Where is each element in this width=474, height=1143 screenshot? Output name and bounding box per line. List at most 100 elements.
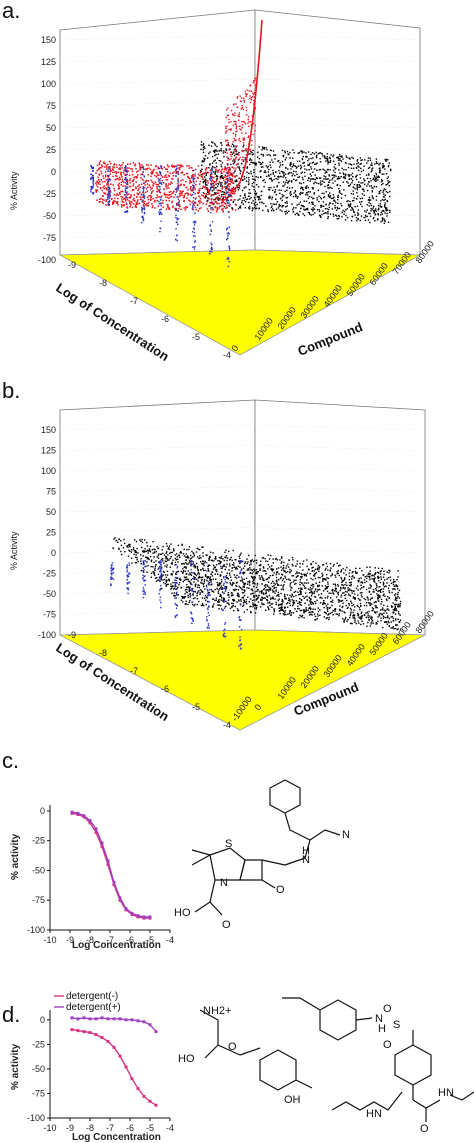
scatter-point bbox=[243, 138, 246, 140]
scatter-point bbox=[327, 187, 329, 189]
scatter-point bbox=[216, 198, 219, 201]
scatter-point bbox=[334, 589, 337, 591]
scatter-point bbox=[347, 182, 349, 184]
scatter-point bbox=[370, 621, 373, 623]
scatter-point bbox=[252, 589, 254, 592]
scatter-point bbox=[215, 564, 218, 566]
scatter-point bbox=[263, 567, 265, 569]
scatter-point bbox=[350, 219, 353, 222]
scatter-point bbox=[242, 605, 244, 607]
scatter-point bbox=[255, 559, 258, 561]
scatter-point bbox=[324, 212, 326, 214]
scatter-point bbox=[371, 597, 374, 599]
scatter-point bbox=[130, 551, 133, 553]
scatter-point bbox=[390, 616, 392, 618]
scatter-point bbox=[194, 188, 196, 190]
scatter-point bbox=[228, 188, 231, 190]
scatter-point bbox=[343, 611, 345, 613]
scatter-point bbox=[140, 554, 142, 556]
scatter-point bbox=[341, 584, 343, 586]
scatter-point bbox=[248, 580, 251, 582]
scatter-point bbox=[156, 187, 158, 190]
scatter-point bbox=[291, 203, 293, 205]
scatter-point bbox=[324, 172, 326, 174]
scatter-point bbox=[204, 569, 206, 571]
scatter-point bbox=[373, 179, 375, 181]
scatter-point bbox=[185, 600, 187, 602]
scatter-point bbox=[235, 559, 237, 561]
scatter-point bbox=[386, 623, 388, 625]
scatter-point bbox=[125, 180, 128, 183]
scatter-point bbox=[104, 171, 107, 173]
scatter-point bbox=[223, 179, 225, 182]
scatter-point bbox=[387, 191, 389, 194]
scatter-point bbox=[124, 166, 127, 169]
scatter-point bbox=[311, 587, 313, 590]
scatter-point bbox=[383, 210, 385, 212]
scatter-point bbox=[380, 617, 382, 619]
scatter-point bbox=[218, 189, 221, 192]
scatter-point bbox=[211, 165, 214, 168]
scatter-point bbox=[255, 573, 257, 575]
scatter-point bbox=[211, 141, 213, 143]
scatter-point bbox=[200, 175, 202, 178]
scatter-point bbox=[130, 557, 133, 559]
scatter-point bbox=[192, 189, 195, 191]
scatter-point bbox=[202, 569, 205, 572]
scatter-point bbox=[342, 181, 344, 183]
scatter-point bbox=[235, 128, 237, 130]
scatter-point bbox=[372, 578, 375, 580]
scatter-point bbox=[257, 156, 259, 158]
scatter-point bbox=[253, 189, 255, 191]
scatter-point bbox=[160, 195, 163, 197]
scatter-point bbox=[172, 175, 175, 177]
x-tick-label: -7 bbox=[130, 296, 138, 306]
scatter-point bbox=[396, 609, 398, 612]
scatter-point bbox=[134, 205, 137, 208]
scatter-point bbox=[316, 199, 318, 201]
scatter-point bbox=[255, 163, 257, 165]
scatter-point bbox=[395, 599, 398, 602]
scatter-point bbox=[207, 190, 210, 192]
grid-line bbox=[59, 547, 256, 554]
scatter-point bbox=[287, 182, 289, 184]
scatter-point bbox=[134, 163, 137, 165]
scatter-point bbox=[170, 573, 172, 576]
scatter-point bbox=[391, 627, 394, 629]
scatter-point bbox=[281, 561, 283, 563]
scatter-point bbox=[193, 202, 196, 204]
scatter-point bbox=[202, 195, 204, 197]
scatter-point bbox=[238, 139, 240, 141]
scatter-point bbox=[168, 165, 170, 168]
scatter-point bbox=[243, 599, 245, 601]
scatter-point bbox=[201, 546, 203, 548]
scatter-point bbox=[274, 190, 276, 193]
scatter-point bbox=[102, 195, 104, 197]
scatter-point bbox=[177, 198, 180, 201]
scatter-point bbox=[99, 160, 102, 162]
scatter-point bbox=[384, 159, 387, 161]
scatter-point bbox=[383, 616, 385, 618]
scatter-point bbox=[300, 187, 302, 190]
scatter-point bbox=[336, 183, 339, 186]
scatter-point bbox=[253, 105, 255, 107]
scatter-point bbox=[186, 206, 188, 208]
scatter-point bbox=[348, 584, 351, 587]
scatter-point bbox=[273, 178, 275, 181]
scatter-point bbox=[334, 200, 336, 202]
scatter-point bbox=[286, 200, 288, 203]
scatter-point bbox=[336, 573, 338, 575]
scatter-point bbox=[353, 614, 355, 616]
scatter-point bbox=[235, 180, 237, 183]
scatter-point bbox=[176, 187, 178, 189]
scatter-point bbox=[306, 595, 308, 597]
scatter-point bbox=[333, 160, 335, 162]
scatter-point bbox=[344, 590, 347, 593]
scatter-point bbox=[284, 597, 286, 600]
scatter-point bbox=[216, 196, 219, 198]
scatter-point bbox=[129, 203, 131, 205]
scatter-point bbox=[360, 182, 362, 184]
scatter-point bbox=[175, 168, 178, 170]
scatter-point bbox=[382, 588, 385, 590]
scatter-point bbox=[174, 584, 176, 586]
